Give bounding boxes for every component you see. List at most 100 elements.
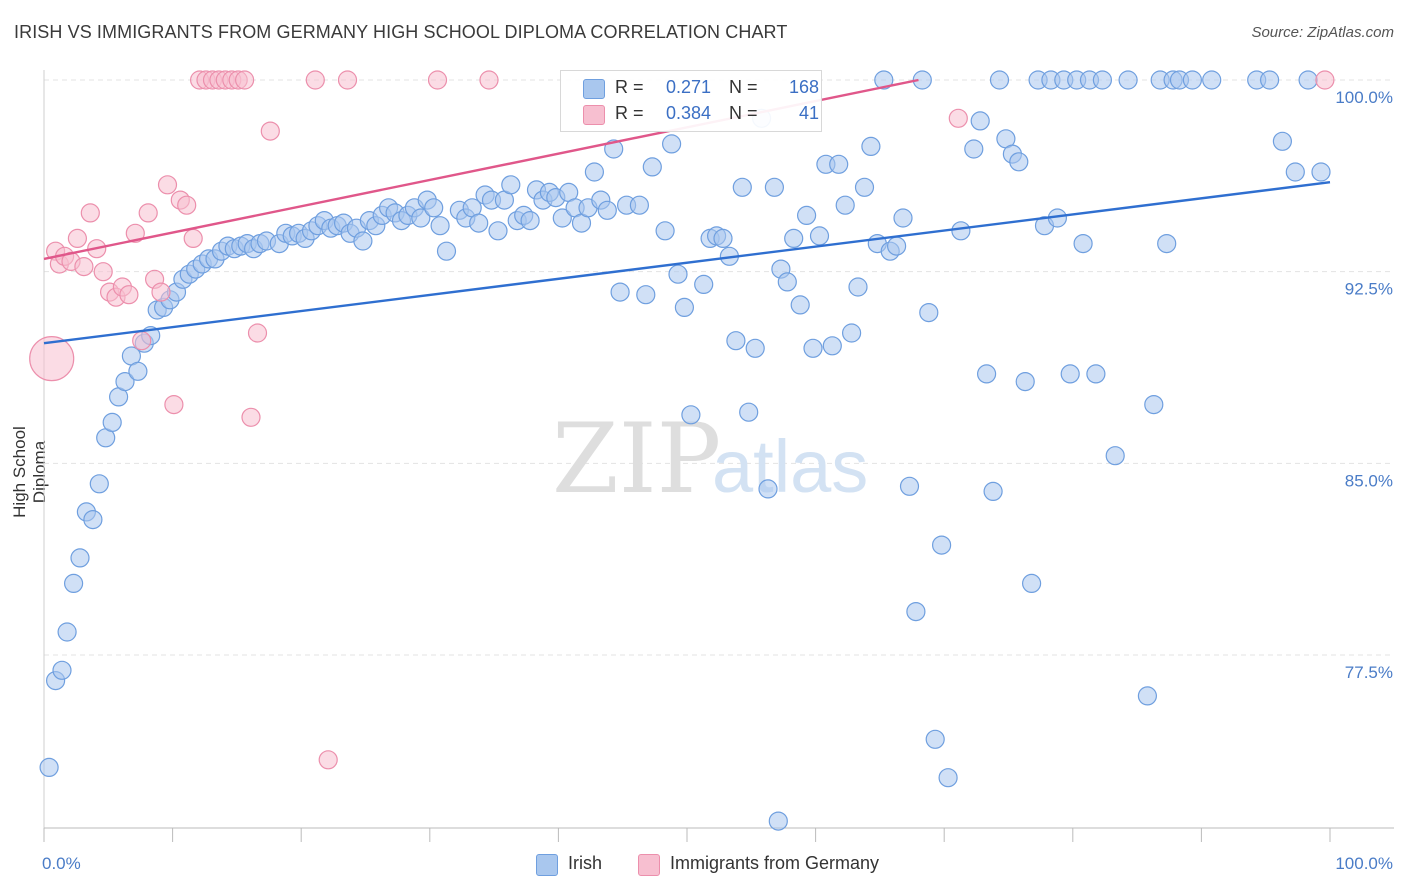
germany-point [132, 331, 152, 351]
irish-point [52, 660, 72, 680]
irish-point [128, 361, 148, 381]
germany-point [948, 108, 968, 128]
germany-point [479, 70, 499, 90]
germany-point [138, 203, 158, 223]
irish-point [1060, 364, 1080, 384]
irish-point [796, 205, 817, 225]
irish-point [938, 768, 958, 788]
irish-point [89, 474, 109, 494]
irish-point [964, 139, 984, 159]
watermark-atlas: atlas [712, 425, 868, 508]
chart-source: Source: ZipAtlas.com [1251, 24, 1394, 41]
irish-point [674, 297, 695, 317]
irish-point [983, 481, 1003, 501]
irish-point [469, 213, 489, 233]
irish-point [1021, 573, 1042, 594]
irish-point [1073, 234, 1093, 254]
y-tick-label: 100.0% [1335, 88, 1393, 107]
y-tick-label: 92.5% [1345, 280, 1393, 299]
irish-point [919, 303, 939, 323]
legend-label-germany: Immigrants from Germany [670, 853, 880, 873]
irish-point [745, 338, 765, 358]
germany-swatch [583, 105, 605, 125]
germany-point [67, 228, 88, 248]
irish-point [768, 811, 788, 831]
n-value: 41 [798, 103, 819, 123]
tick-labels: 77.5% 85.0% 92.5% 100.0% 0.0% 100.0% [42, 88, 1393, 873]
irish-point [1137, 686, 1158, 706]
irish-trend-line [43, 181, 1331, 345]
irish-point [430, 216, 450, 236]
germany-point [125, 223, 145, 243]
legend-label-irish: Irish [568, 853, 603, 873]
x-tick-label: 0.0% [42, 854, 81, 873]
irish-swatch [583, 79, 605, 99]
y-tick-label: 77.5% [1345, 663, 1393, 682]
germany-point [305, 70, 325, 90]
irish-point [1285, 162, 1305, 182]
irish-point [436, 241, 457, 261]
r-value: 0.271 [665, 77, 711, 97]
germany-point [74, 257, 94, 277]
germany-point [80, 203, 100, 223]
n-label: N = [729, 103, 758, 123]
irish-point [1298, 70, 1318, 90]
germany-point [164, 395, 184, 415]
irish-point [758, 479, 778, 499]
irish-point [739, 402, 759, 422]
irish-point [694, 274, 714, 294]
irish-point [1118, 70, 1138, 90]
irish-point [681, 405, 701, 425]
r-label: R = [615, 103, 644, 123]
irish-point [115, 372, 135, 392]
irish-point [726, 331, 746, 351]
irish-point [989, 70, 1010, 90]
germany-point [235, 70, 255, 90]
irish-point [835, 195, 855, 215]
irish-point [636, 285, 656, 305]
irish-point [803, 338, 823, 358]
irish-point [668, 264, 688, 284]
y-tick-label: 85.0% [1345, 471, 1393, 490]
irish-point [970, 111, 990, 131]
stats-legend: R = 0.271 N = 168 R = 0.384 N = 41 [560, 70, 822, 132]
germany-point [183, 228, 203, 248]
irish-point [424, 198, 444, 218]
irish-point [1202, 70, 1222, 90]
germany-point [177, 195, 197, 215]
irish-point [1144, 395, 1164, 415]
irish-point [584, 162, 605, 182]
germany-point [29, 336, 75, 382]
irish-point [1092, 70, 1113, 90]
irish-point [83, 509, 103, 530]
irish-point [520, 211, 540, 231]
irish-point [1272, 131, 1293, 151]
germany-point [260, 121, 280, 141]
r-label: R = [615, 77, 644, 97]
germany-point [427, 70, 448, 90]
irish-point [1015, 372, 1035, 392]
germany-point [93, 262, 113, 282]
irish-point [732, 177, 752, 197]
germany-point [241, 407, 261, 427]
germany-point [1315, 70, 1335, 90]
germany-point [119, 285, 139, 305]
r-value: 0.384 [665, 103, 711, 123]
irish-point [784, 228, 804, 248]
irish-point [809, 226, 830, 246]
irish-point [1182, 70, 1203, 90]
irish-point [57, 622, 77, 642]
irish-point [899, 476, 920, 496]
irish-point [848, 277, 868, 297]
irish-point [1009, 152, 1029, 172]
irish-point [906, 601, 926, 622]
germany-point [337, 70, 358, 90]
irish-point [1259, 70, 1280, 90]
irish-point [1105, 446, 1125, 466]
gridlines [44, 79, 1394, 656]
watermark: ZIP atlas [552, 403, 868, 515]
irish-point [102, 412, 122, 432]
series-legend: Irish Immigrants from Germany [0, 852, 1406, 878]
irish-swatch [536, 854, 558, 876]
